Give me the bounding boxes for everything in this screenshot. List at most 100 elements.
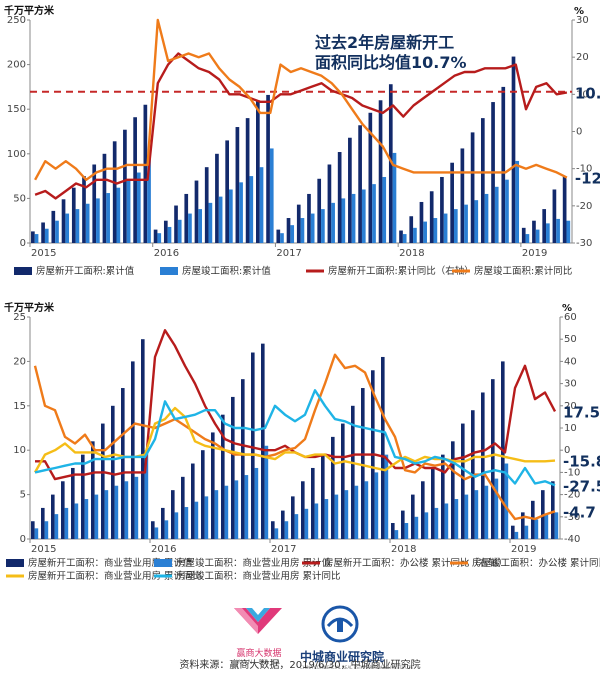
bar bbox=[75, 209, 80, 243]
bar bbox=[218, 196, 223, 243]
bar bbox=[249, 176, 254, 243]
bar bbox=[82, 176, 86, 243]
bar bbox=[501, 86, 506, 244]
bar bbox=[261, 343, 265, 539]
right-tick-label: 10 bbox=[576, 89, 589, 100]
legend-label: 房屋竣工面积：办公楼 累计同比 bbox=[472, 557, 600, 569]
bar bbox=[394, 530, 399, 539]
bar bbox=[402, 234, 407, 243]
bar bbox=[552, 189, 557, 243]
bar bbox=[461, 423, 465, 539]
bar bbox=[124, 481, 129, 539]
right-tick-label: 0 bbox=[564, 445, 570, 456]
bar bbox=[361, 189, 366, 243]
bar bbox=[348, 137, 352, 243]
series-line bbox=[33, 353, 556, 521]
bar bbox=[96, 198, 100, 243]
bar bbox=[92, 164, 97, 243]
bar bbox=[154, 527, 159, 539]
bar bbox=[494, 478, 499, 539]
bar bbox=[399, 230, 403, 243]
annotation-text: 面积同比均值10.7% bbox=[315, 53, 467, 72]
bar bbox=[351, 193, 356, 243]
bar bbox=[280, 233, 284, 243]
bar bbox=[374, 472, 379, 539]
left-tick-label: 200 bbox=[7, 60, 26, 71]
series-line bbox=[34, 52, 568, 200]
bar bbox=[372, 184, 376, 243]
bar bbox=[141, 339, 145, 539]
bar bbox=[361, 388, 365, 539]
legend-label: 房屋新开工面积:累计值 bbox=[36, 265, 135, 277]
left-tick-label: 250 bbox=[7, 15, 26, 26]
bar bbox=[55, 220, 59, 243]
left-tick-label: 0 bbox=[20, 534, 26, 545]
x-year-label: 2018 bbox=[399, 248, 424, 259]
right-tick-label: 20 bbox=[564, 401, 577, 412]
bar bbox=[84, 499, 89, 539]
bar bbox=[161, 507, 165, 539]
bar bbox=[404, 523, 409, 539]
bar bbox=[251, 352, 255, 539]
bar bbox=[301, 481, 305, 539]
bar bbox=[382, 176, 387, 243]
bar bbox=[321, 209, 325, 243]
bar bbox=[515, 160, 520, 243]
x-year-label: 2015 bbox=[31, 248, 56, 259]
bar bbox=[71, 467, 75, 539]
right-tick-label: -20 bbox=[564, 490, 580, 501]
bar bbox=[208, 202, 213, 243]
bar bbox=[474, 490, 479, 539]
bar bbox=[286, 218, 291, 243]
bar bbox=[116, 187, 121, 243]
bar bbox=[511, 56, 516, 244]
bar bbox=[505, 179, 509, 243]
bar bbox=[174, 205, 178, 243]
bar bbox=[198, 209, 203, 243]
win-data-logo-icon bbox=[234, 608, 282, 634]
bar bbox=[409, 216, 414, 243]
bar bbox=[307, 193, 311, 243]
bar bbox=[294, 514, 299, 539]
bar bbox=[94, 494, 99, 539]
left-tick-label: 0 bbox=[20, 238, 26, 249]
bar bbox=[157, 233, 162, 243]
bar bbox=[494, 186, 499, 243]
bar bbox=[171, 490, 175, 539]
left-tick-label: 20 bbox=[13, 356, 26, 367]
bar bbox=[143, 104, 148, 244]
bar bbox=[304, 508, 309, 539]
bar bbox=[136, 172, 141, 243]
legend-label: 房屋竣工面积:累计同比 bbox=[474, 265, 572, 277]
institute-logo: 中城商业研究院 CHINA COMMERCIAL REAL ESTATE RES… bbox=[300, 604, 420, 670]
bar bbox=[562, 176, 567, 243]
bar bbox=[65, 213, 70, 243]
bar bbox=[254, 467, 259, 539]
bar bbox=[131, 361, 135, 539]
bar bbox=[31, 231, 35, 243]
bar bbox=[194, 501, 199, 539]
bar bbox=[64, 507, 69, 539]
bar bbox=[231, 396, 235, 539]
series-line bbox=[33, 406, 556, 473]
bar bbox=[534, 519, 539, 539]
bar bbox=[344, 490, 349, 539]
right-tick-label: 10 bbox=[564, 423, 577, 434]
left-tick-label: 50 bbox=[13, 193, 26, 204]
x-year-label: 2019 bbox=[511, 544, 536, 555]
bar bbox=[239, 182, 243, 243]
bar bbox=[331, 202, 335, 243]
bar bbox=[177, 219, 182, 243]
bar bbox=[414, 516, 419, 539]
bar bbox=[264, 445, 269, 539]
bar bbox=[163, 220, 168, 243]
source-note: 资料来源：赢商大数据，2019/6/30，中城商业研究院 bbox=[179, 660, 421, 671]
left-unit-label: 千万平方米 bbox=[4, 301, 55, 314]
bar bbox=[296, 204, 301, 243]
legend-swatch bbox=[6, 559, 24, 567]
legend-swatch bbox=[14, 267, 32, 275]
bar bbox=[215, 153, 219, 243]
bar bbox=[54, 514, 59, 539]
bar bbox=[429, 191, 434, 243]
end-value-label: -15.8 bbox=[563, 453, 600, 471]
